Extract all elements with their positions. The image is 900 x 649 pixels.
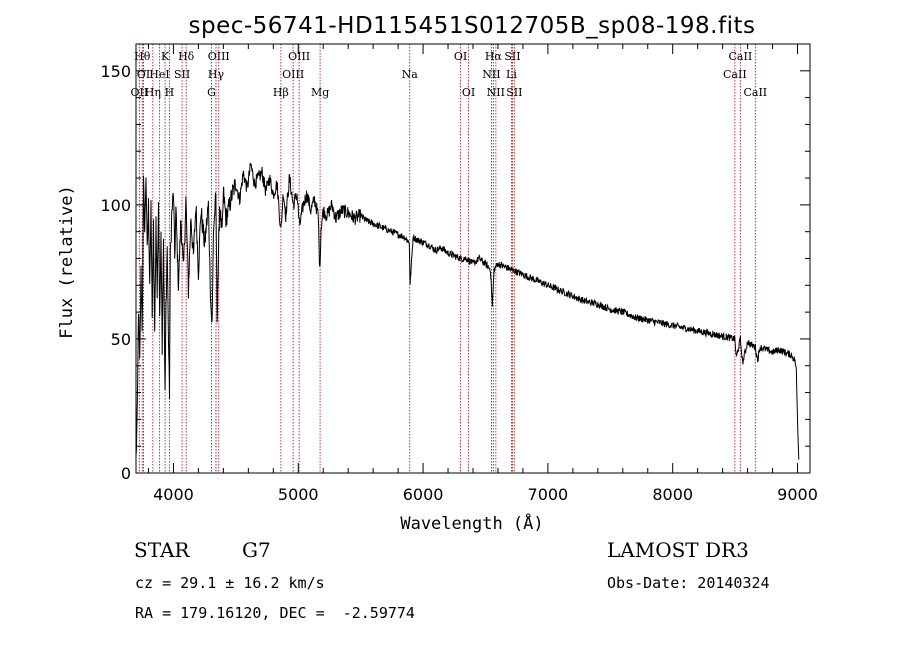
spectral-line-labels: OII Hθ OI Hη HeI K H SII Hδ OIII Hγ G Hβ OIII OIII Mg Na…: [131, 50, 768, 99]
spectral-line-label: SII: [504, 50, 520, 63]
spectral-line-label: CaII: [743, 86, 767, 99]
spectral-line-label: K: [161, 50, 170, 63]
spectral-line-label: OIII: [282, 68, 304, 81]
y-tick-label: 50: [111, 330, 131, 349]
spectral-line-label: H: [165, 86, 175, 99]
x-axis-ticks: 4000 5000 6000 7000 8000 9000: [147, 44, 818, 504]
y-axis-label: Flux (relative): [57, 185, 77, 339]
spectral-line-label: OI: [137, 68, 150, 81]
y-tick-label: 100: [100, 196, 131, 215]
series-group: [135, 162, 800, 460]
y-tick-label: 150: [100, 62, 131, 81]
spectral-line-label: OI: [462, 86, 475, 99]
spectral-line-label: Hθ: [134, 50, 151, 63]
spectral-line-label: Hβ: [273, 86, 289, 99]
spectral-line-label: SII: [506, 86, 522, 99]
spectral-line-label: Li: [506, 68, 517, 81]
spectral-line-label: OI: [454, 50, 467, 63]
spectral-line-label: NII: [482, 68, 500, 81]
spectral-line-label: Hα: [485, 50, 503, 63]
sky-coordinates: RA = 179.16120, DEC = -2.59774: [135, 604, 415, 622]
x-tick-label: 4000: [153, 485, 194, 504]
spectral-line-label: Hγ: [208, 68, 225, 81]
spectral-line-label: NII: [487, 86, 505, 99]
spectral-line-label: Hδ: [178, 50, 195, 63]
survey-name: LAMOST DR3: [607, 538, 749, 562]
spectral-line-label: HeI: [149, 68, 169, 81]
x-tick-label: 8000: [652, 485, 693, 504]
object-subclass: G7: [242, 538, 271, 562]
y-tick-label: 0: [121, 464, 131, 483]
y-axis-ticks: 0 50 100 150: [100, 62, 810, 483]
spectral-line-label: SII: [174, 68, 190, 81]
spectral-line-label: Mg: [311, 86, 329, 99]
spectral-line-markers: [138, 44, 756, 473]
spectral-line-label: OIII: [288, 50, 310, 63]
x-tick-label: 9000: [777, 485, 818, 504]
redshift-velocity: cz = 29.1 ± 16.2 km/s: [135, 574, 325, 592]
x-axis-label: Wavelength (Å): [400, 512, 543, 534]
spectral-line-label: Na: [402, 68, 419, 81]
observation-date: Obs-Date: 20140324: [607, 574, 770, 592]
x-tick-label: 6000: [403, 485, 444, 504]
chart-title: spec-56741-HD115451S012705B_sp08-198.fit…: [189, 13, 756, 39]
object-class: STAR: [134, 538, 190, 562]
spectral-line-label: OIII: [208, 50, 230, 63]
flux-series-line: [135, 162, 800, 460]
spectral-line-label: CaII: [723, 68, 747, 81]
x-tick-label: 7000: [528, 485, 569, 504]
x-tick-label: 5000: [278, 485, 319, 504]
spectral-line-label: CaII: [729, 50, 753, 63]
spectral-line-label: OII: [131, 86, 149, 99]
spectral-line-label: Hη: [145, 86, 161, 99]
spectral-line-label: G: [207, 86, 216, 99]
plot-frame: [135, 43, 811, 474]
